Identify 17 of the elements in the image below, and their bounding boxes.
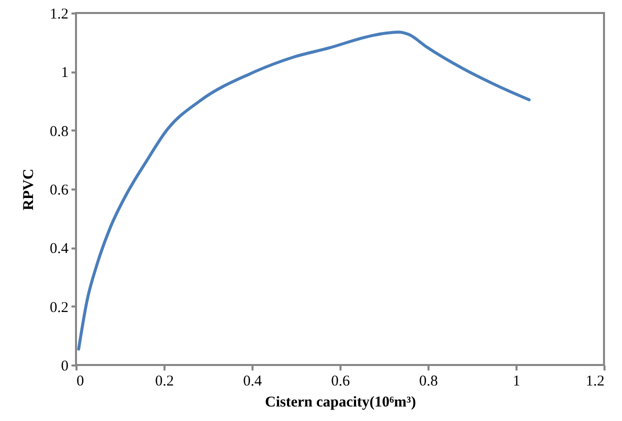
x-tick-label: 1.2: [586, 374, 604, 390]
y-tick-label: 0.2: [50, 300, 68, 316]
x-tick-label: 0.2: [155, 374, 174, 390]
x-tick-label: 1: [512, 374, 520, 390]
y-tick-label: 1.2: [50, 6, 68, 22]
y-tick-label: 0: [61, 358, 68, 374]
y-tick-label: 1: [61, 65, 68, 82]
y-axis-title: RPVC: [20, 168, 37, 210]
x-tick-label: 0.6: [331, 374, 350, 390]
x-tick-label: 0: [76, 374, 84, 390]
y-tick-label: 0.8: [50, 124, 68, 140]
x-axis-title: Cistern capacity(10⁶m³): [264, 394, 416, 410]
x-tick-label: 0.4: [243, 374, 262, 390]
y-tick-label: 0.4: [50, 241, 69, 258]
y-tick-label: 0.6: [50, 182, 69, 198]
line-series: [77, 30, 531, 351]
x-tick-label: 0.8: [419, 374, 438, 390]
